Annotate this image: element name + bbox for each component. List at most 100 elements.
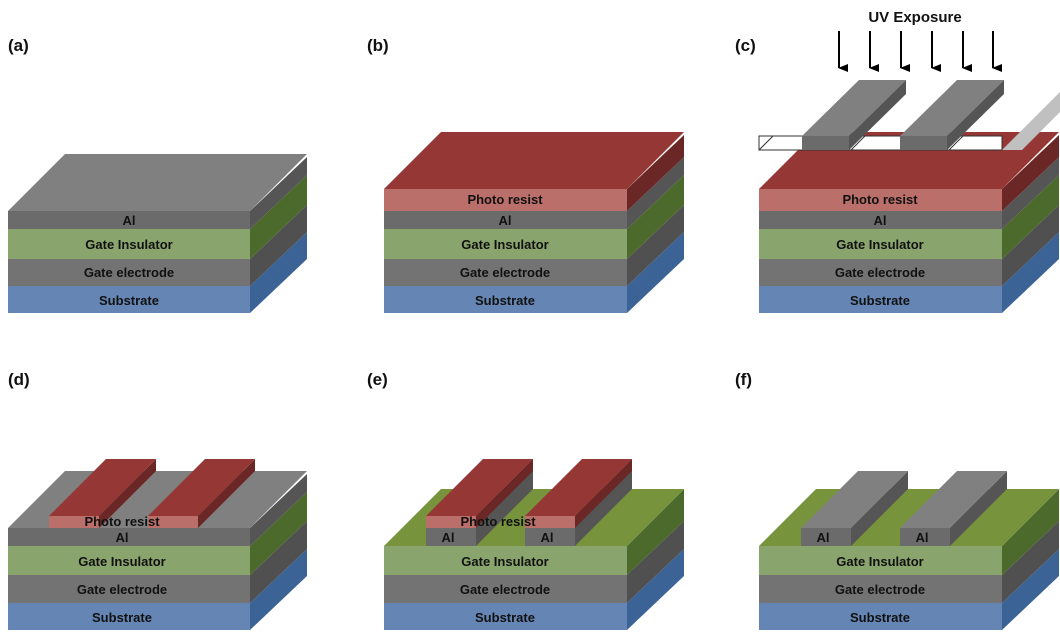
gate-insulator-side [627,489,684,575]
substrate-side [627,549,684,630]
gate-insulator-layer [759,229,1002,259]
panel-label-e: (e) [367,370,388,389]
photo-resist-strip-front [525,516,575,528]
substrate-layer [8,603,250,630]
gate-electrode-label: Gate electrode [460,265,550,280]
al-label: Al [116,530,129,545]
gate-electrode-label: Gate electrode [84,265,174,280]
mask-opaque-stripe-top [900,80,1004,136]
substrate-side [1002,549,1059,630]
al-side [250,474,307,546]
gate-electrode-layer [759,575,1002,603]
mask-far-strip [1002,92,1060,150]
al-top [8,154,307,211]
photo-resist-strip-front [49,516,99,528]
mask-opaque-stripe-side [849,80,906,150]
gate-insulator-side [250,492,307,575]
photo-resist-top [384,132,684,189]
gate-insulator-side [1002,175,1059,259]
al-strip-top [900,471,1007,528]
mask-opaque-stripe-side [947,80,1004,150]
al-layer [8,528,250,546]
gate-electrode-label: Gate electrode [835,582,925,597]
gate-insulator-side [250,175,307,259]
gate-electrode-layer [759,259,1002,286]
photo-resist-strip-side [99,459,156,528]
al-strip-front [900,528,950,546]
gate-insulator-layer [384,229,627,259]
photo-resist-layer [759,189,1002,211]
gate-electrode-side [627,205,684,286]
photo-resist-strip-front [148,516,198,528]
al-layer [384,211,627,229]
gate-electrode-label: Gate electrode [460,582,550,597]
mask-edge [758,135,774,151]
mask-edge [850,135,866,151]
gate-electrode-layer [8,259,250,286]
al-label: Al [874,213,887,228]
panel-label-b: (b) [367,36,389,55]
photo-resist-strip-side [198,459,255,528]
al-side [627,157,684,229]
mask-edge [948,135,964,151]
substrate-label: Substrate [92,610,152,625]
photo-resist-strip-top [49,459,156,516]
photo-resist-strip-top [426,459,533,516]
photo-resist-label: Photo resist [460,514,536,529]
al-strip-front [801,528,851,546]
al-strip-side [851,471,908,546]
substrate-layer [759,603,1002,630]
gate-insulator-layer [8,229,250,259]
panel-e: Photo resist Al Al Gate Insulator Gate e… [384,459,684,630]
gate-insulator-label: Gate Insulator [85,237,172,252]
gate-electrode-layer [384,259,627,286]
gate-electrode-side [250,521,307,603]
photo-resist-strip-side [476,459,533,528]
al-strip-side [950,471,1007,546]
substrate-layer [384,603,627,630]
photo-resist-label: Photo resist [842,192,918,207]
photo-resist-strip-side [575,459,632,528]
al-side [250,157,307,229]
substrate-label: Substrate [850,610,910,625]
al-layer [759,211,1002,229]
substrate-layer [384,286,627,313]
al-label: Al [499,213,512,228]
gate-electrode-side [1002,205,1059,286]
gate-insulator-layer [8,546,250,575]
substrate-side [250,549,307,630]
substrate-side [1002,232,1059,313]
photo-resist-label: Photo resist [467,192,543,207]
panel-label-f: (f) [735,370,752,389]
gate-insulator-side [627,175,684,259]
substrate-label: Substrate [850,293,910,308]
photo-resist-layer [384,189,627,211]
photo-resist-side [1002,135,1059,211]
substrate-layer [759,286,1002,313]
photo-resist-strip-front [426,516,476,528]
panel-label-a: (a) [8,36,29,55]
substrate-label: Substrate [99,293,159,308]
panel-label-d: (d) [8,370,30,389]
gate-electrode-layer [8,575,250,603]
al-label: Al [541,530,554,545]
mask-opaque-stripe-front [802,136,849,150]
photo-resist-strip-top [525,459,632,516]
gate-insulator-label: Gate Insulator [836,554,923,569]
gate-electrode-layer [384,575,627,603]
gate-electrode-side [250,205,307,286]
gate-insulator-side [1002,489,1059,575]
substrate-label: Substrate [475,610,535,625]
photo-resist-label: Photo resist [84,514,160,529]
substrate-label: Substrate [475,293,535,308]
substrate-layer [8,286,250,313]
al-layer [8,211,250,229]
gate-electrode-side [1002,521,1059,603]
mask-opaque-stripe-front [900,136,947,150]
al-label: Al [442,530,455,545]
al-label: Al [916,530,929,545]
gate-insulator-label: Gate Insulator [836,237,923,252]
mask-opaque-stripe-top [802,80,906,136]
gate-insulator-label: Gate Insulator [78,554,165,569]
